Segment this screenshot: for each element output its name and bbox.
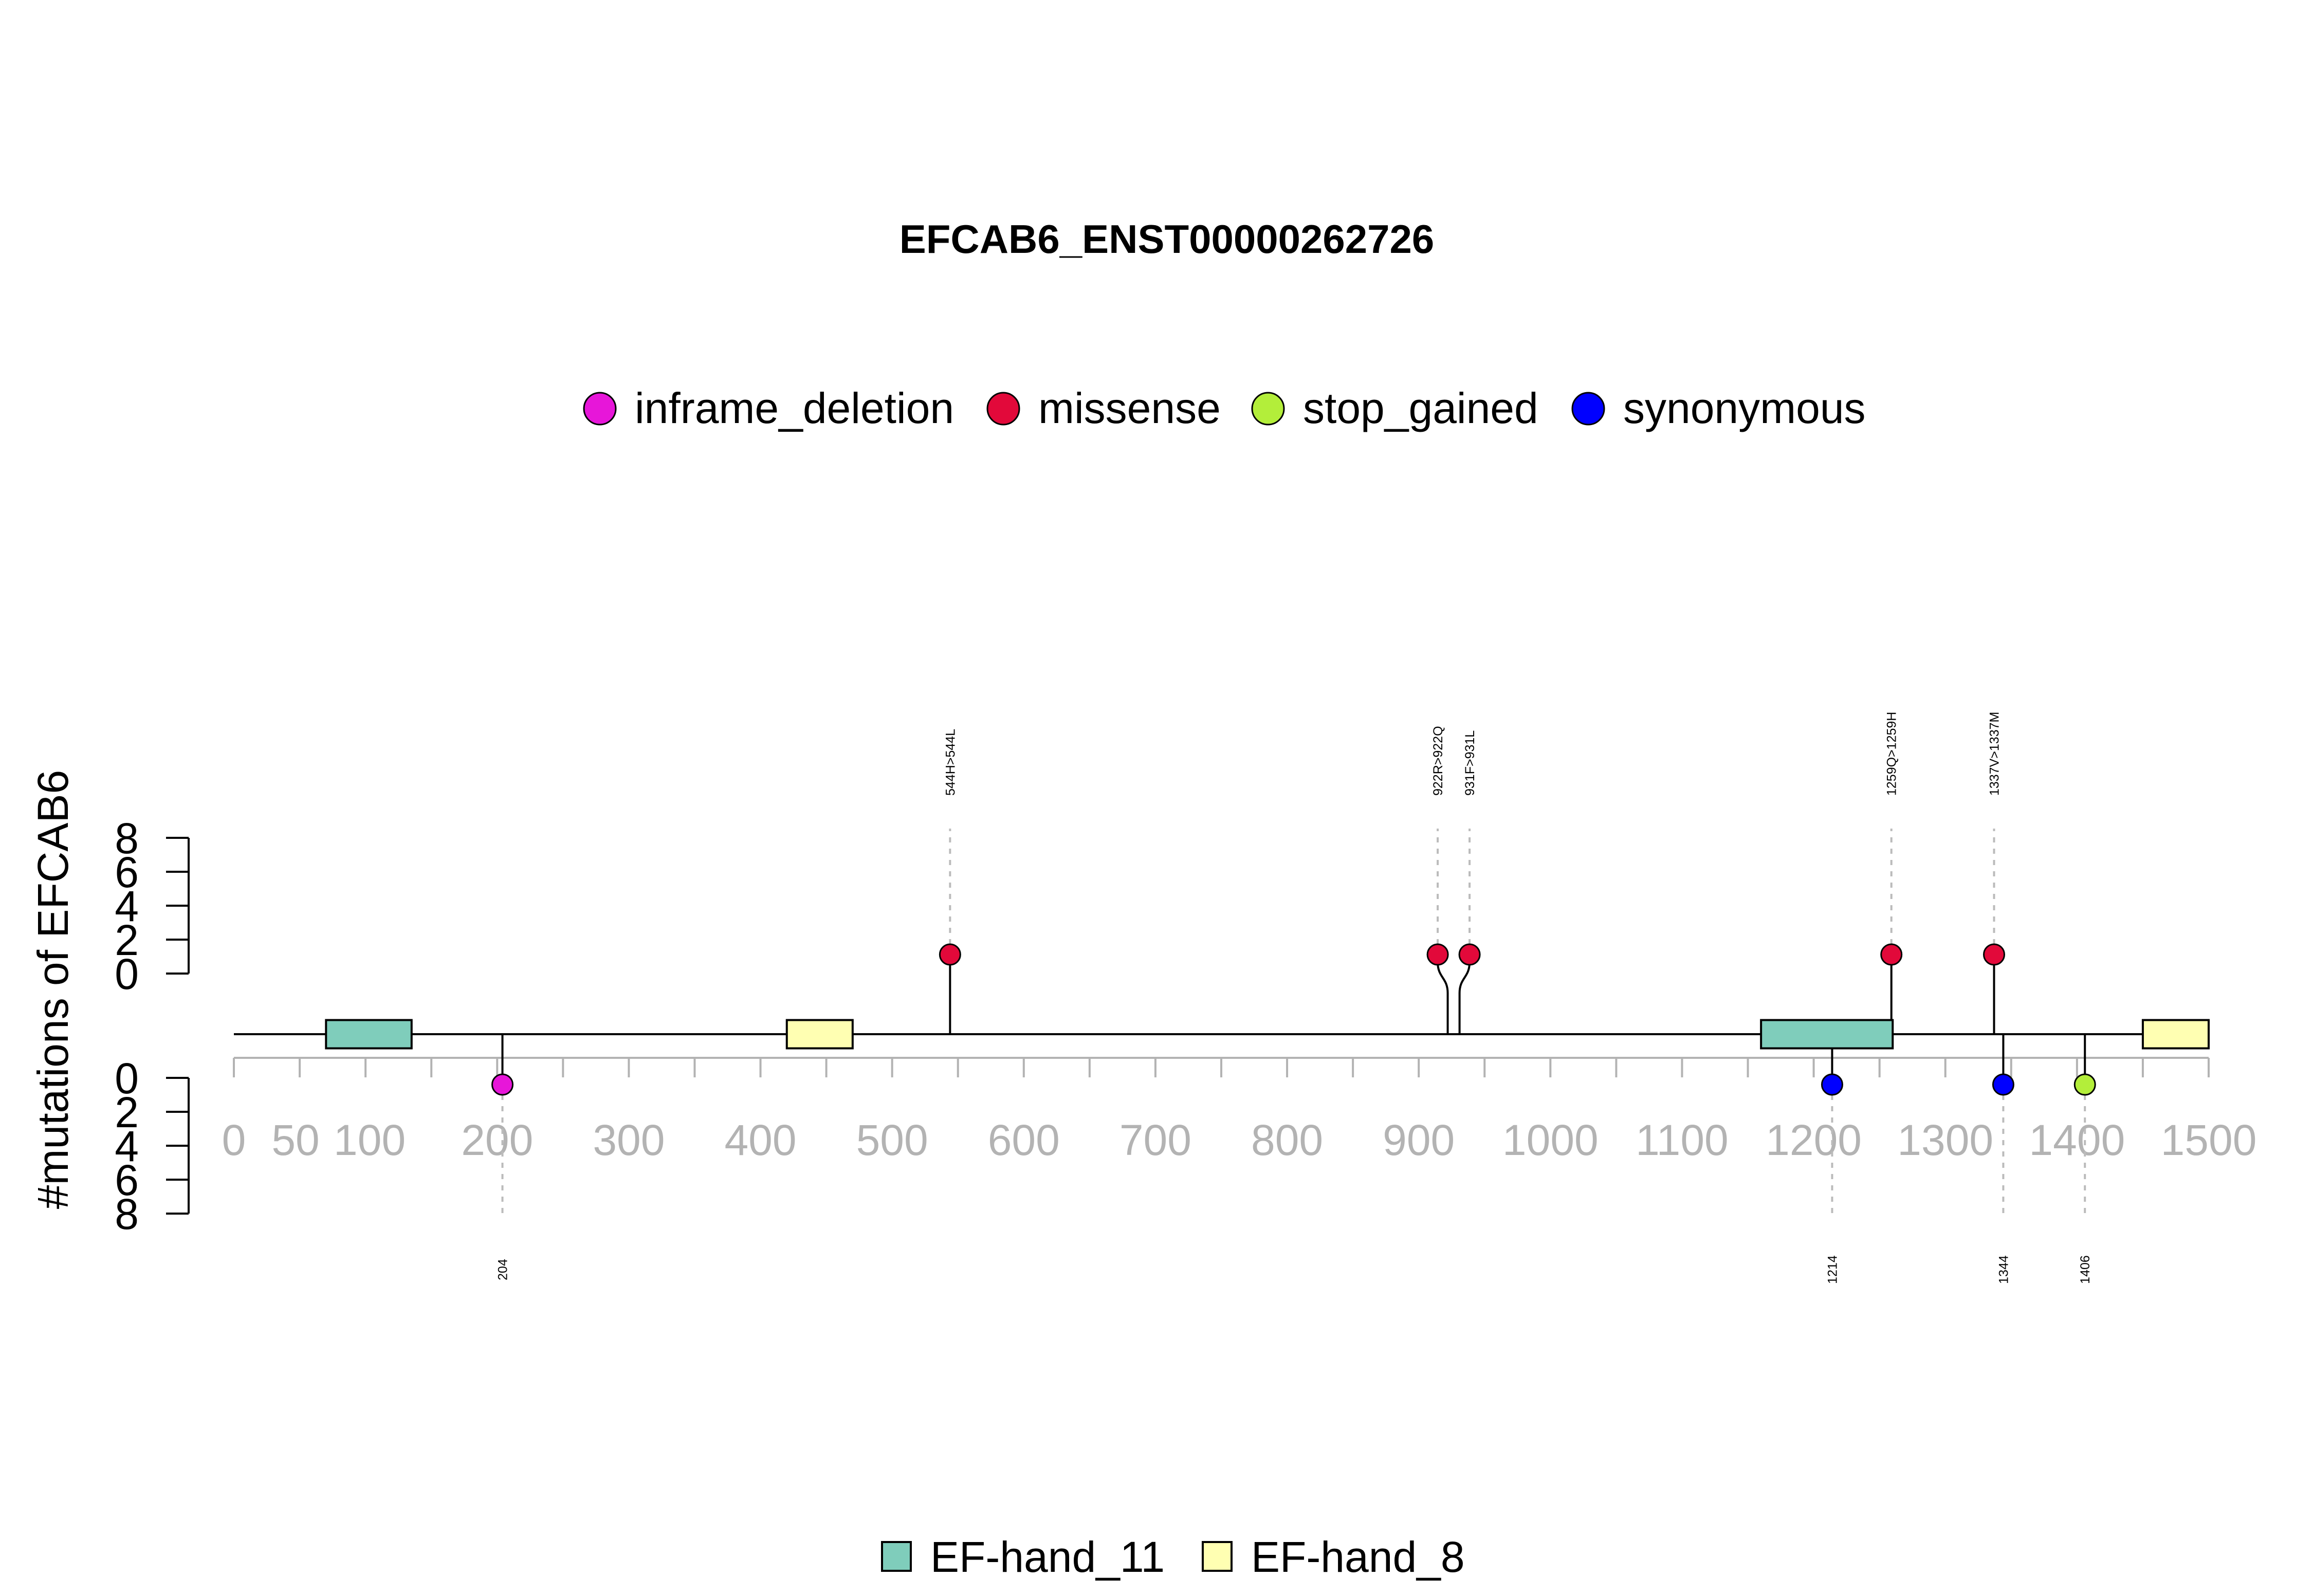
y-axis-label: #mutations of EFCAB6	[29, 770, 77, 1209]
legend-label-missense: missense	[1038, 384, 1221, 432]
domain-legend-item-EF-hand_11: EF-hand_11	[881, 1533, 1165, 1581]
top-y-tick-label: 0	[115, 950, 139, 998]
mutation-point	[2073, 1073, 2096, 1096]
x-tick-label: 800	[1251, 1116, 1323, 1164]
mutation-point	[1458, 943, 1481, 966]
mutation-bottom-1214: 1214	[1821, 1034, 1843, 1284]
domain-legend-label: EF-hand_11	[930, 1533, 1165, 1581]
mutation-point	[1426, 943, 1449, 966]
top-y-tick-label: 6	[115, 848, 139, 896]
bottom-y-tick-label: 2	[115, 1088, 139, 1136]
domain-EF-hand_11	[325, 1019, 413, 1050]
domain-EF-hand_11	[1760, 1019, 1894, 1050]
domain-legend-swatch	[1202, 1541, 1233, 1572]
legend-label-inframe_deletion: inframe_deletion	[635, 384, 954, 432]
top-y-tick-label: 8	[115, 814, 139, 863]
domain-legend-swatch	[881, 1541, 912, 1572]
mutation-label: 1406	[2078, 1255, 2092, 1284]
mutation-top-544H>544L: 544H>544L	[939, 729, 961, 1034]
mutation-label: 922R>922Q	[1431, 726, 1445, 796]
domain-legend: EF-hand_11 EF-hand_8	[881, 1533, 1465, 1581]
mutation-legend: inframe_deletion missense stop_gained synon…	[583, 384, 1866, 432]
x-tick-label: 400	[724, 1116, 796, 1164]
mutation-point	[1983, 943, 2006, 966]
mutation-stem	[1437, 955, 1449, 1034]
mutation-stem	[1458, 955, 1471, 1034]
legend-item-missense: missense	[986, 384, 1221, 432]
x-tick-label: 200	[461, 1116, 533, 1164]
domain-EF-hand_8	[785, 1019, 854, 1050]
mutation-label: 931F>931L	[1463, 730, 1477, 796]
domain-EF-hand_8	[2141, 1019, 2210, 1050]
x-tick-label: 1500	[2161, 1116, 2257, 1164]
legend-label-synonymous: synonymous	[1623, 384, 1866, 432]
mutation-label: 1259Q>1259H	[1885, 712, 1899, 796]
domain-legend-item-EF-hand_8: EF-hand_8	[1202, 1533, 1465, 1581]
legend-item-synonymous: synonymous	[1571, 384, 1866, 432]
x-tick-label: 1200	[1766, 1116, 1862, 1164]
bottom-y-tick-label: 6	[115, 1156, 139, 1204]
mutation-label: 204	[496, 1259, 510, 1280]
legend-label-stop_gained: stop_gained	[1303, 384, 1538, 432]
mutation-label: 1214	[1825, 1255, 1840, 1284]
mutation-point	[939, 943, 961, 966]
bottom-y-tick-label: 0	[115, 1054, 139, 1103]
mutation-point	[1992, 1073, 2014, 1096]
top-y-tick-label: 2	[115, 916, 139, 964]
legend-marker-missense	[986, 392, 1020, 426]
x-tick-label: 100	[334, 1116, 406, 1164]
x-tick-label: 700	[1119, 1116, 1191, 1164]
mutation-label: 1344	[1996, 1255, 2011, 1284]
mutation-top-931F>931L: 931F>931L	[1458, 730, 1481, 1034]
legend-marker-synonymous	[1571, 392, 1605, 426]
x-tick-label: 1300	[1897, 1116, 1993, 1164]
legend-marker-stop_gained	[1251, 392, 1285, 426]
top-y-tick-label: 4	[115, 882, 139, 930]
x-tick-label: 50	[271, 1116, 319, 1164]
x-tick-label: 1000	[1502, 1116, 1599, 1164]
mutation-label: 1337V>1337M	[1988, 712, 2002, 796]
legend-marker-inframe_deletion	[583, 392, 617, 426]
mutation-bottom-1406: 1406	[2073, 1034, 2096, 1284]
x-tick-label: 1100	[1636, 1116, 1729, 1164]
legend-item-stop_gained: stop_gained	[1251, 384, 1538, 432]
legend-item-inframe_deletion: inframe_deletion	[583, 384, 954, 432]
bottom-y-tick-label: 8	[115, 1190, 139, 1238]
bottom-y-tick-label: 4	[115, 1122, 139, 1170]
y-axis-label-group: #mutations of EFCAB6	[29, 770, 77, 1209]
mutation-point	[491, 1073, 514, 1096]
x-tick-label: 1400	[2029, 1116, 2125, 1164]
mutation-top-1337V>1337M: 1337V>1337M	[1983, 712, 2006, 1034]
x-tick-label: 0	[222, 1116, 246, 1164]
x-tick-label: 600	[988, 1116, 1060, 1164]
mutation-label: 544H>544L	[943, 729, 958, 796]
mutation-top-922R>922Q: 922R>922Q	[1426, 726, 1449, 1034]
x-tick-label: 300	[593, 1116, 665, 1164]
domain-legend-label: EF-hand_8	[1251, 1533, 1465, 1581]
mutation-top-1259Q>1259H: 1259Q>1259H	[1880, 712, 1903, 1034]
x-tick-label: 500	[856, 1116, 928, 1164]
mutation-bottom-1344: 1344	[1992, 1034, 2014, 1284]
mutation-bottom-204: 204	[491, 1034, 514, 1280]
mutation-point	[1880, 943, 1903, 966]
x-tick-label: 900	[1383, 1116, 1455, 1164]
chart-title: EFCAB6_ENST00000262726	[900, 216, 1435, 262]
mutation-point	[1821, 1073, 1843, 1096]
